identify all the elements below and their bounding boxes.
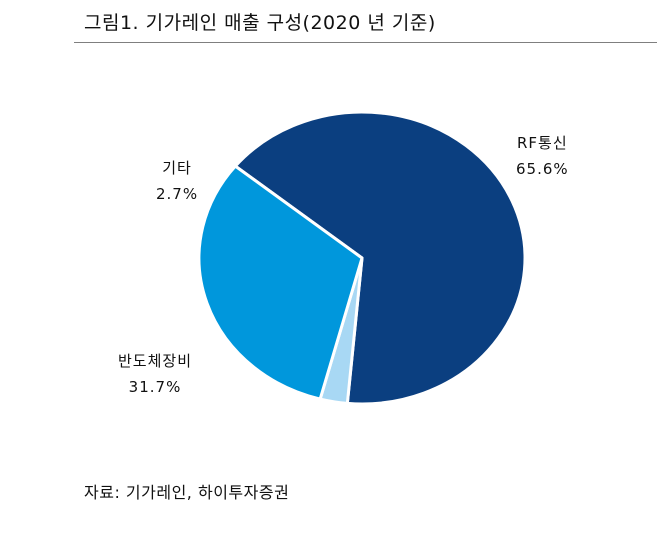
- slice-value-semi: 31.7%: [128, 378, 182, 396]
- slice-value-rf: 65.6%: [516, 160, 569, 178]
- slice-label-rf: RF통신 65.6%: [516, 130, 569, 182]
- pie-slice-rf: [233, 110, 527, 406]
- chart-title: 그림1. 기가레인 매출 구성(2020 년 기준): [84, 12, 436, 34]
- slice-label-semi: 반도체장비 31.7%: [118, 348, 192, 400]
- source-note: 자료: 기가레인, 하이투자증권: [84, 483, 290, 502]
- slice-name-other: 기타: [162, 159, 192, 177]
- slice-label-other: 기타 2.7%: [156, 155, 198, 207]
- pie-slices: [197, 110, 527, 406]
- slice-value-other: 2.7%: [156, 185, 199, 203]
- slice-name-semi: 반도체장비: [118, 352, 193, 370]
- pie-slice-semi: [197, 164, 364, 401]
- slice-name-rf: RF통신: [517, 134, 568, 152]
- title-divider: [74, 42, 657, 43]
